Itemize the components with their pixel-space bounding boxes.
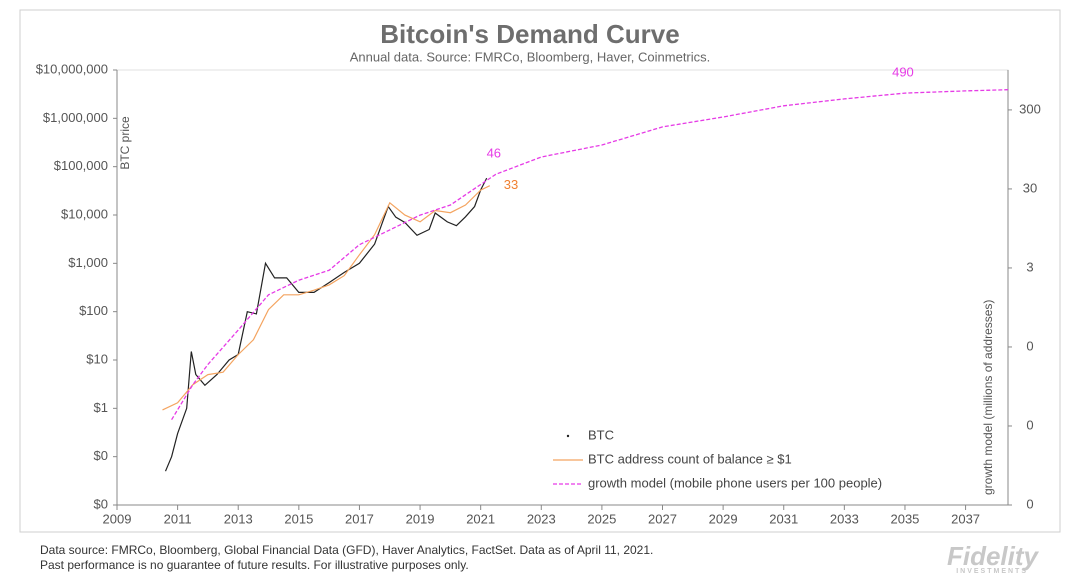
footnote: Data source: FMRCo, Bloomberg, Global Fi… [40,543,654,557]
x-tick-label: 2025 [587,511,616,526]
x-tick-label: 2033 [830,511,859,526]
series-line [162,185,491,411]
y-tick-label: $100,000 [54,158,108,173]
annotation: 46 [487,146,501,161]
y-tick-label: $0 [94,496,108,511]
y-tick-label: $1 [94,400,108,415]
legend-marker [566,434,570,438]
y2-tick-label: 300 [1019,101,1041,116]
x-tick-label: 2029 [709,511,738,526]
chart-subtitle: Annual data. Source: FMRCo, Bloomberg, H… [350,49,711,64]
y-tick-label: $0 [94,448,108,463]
x-tick-label: 2021 [466,511,495,526]
x-tick-label: 2019 [406,511,435,526]
annotation: 33 [504,177,518,192]
y-tick-label: $10 [86,351,108,366]
y2-tick-label: 0 [1026,496,1033,511]
x-tick-label: 2013 [224,511,253,526]
annotation: 490 [892,65,914,80]
y-tick-label: $1,000 [68,255,108,270]
y-tick-label: $10,000,000 [36,61,108,76]
x-tick-label: 2027 [648,511,677,526]
plot-frame [116,69,1009,506]
legend-label: BTC [588,427,614,442]
y-tick-label: $100 [79,303,108,318]
x-tick-label: 2015 [284,511,313,526]
chart-frame [19,9,1061,533]
x-tick-label: 2037 [951,511,980,526]
series-line [164,177,488,472]
x-tick-label: 2017 [345,511,374,526]
legend-label: growth model (mobile phone users per 100… [588,475,882,490]
logo-subtitle: INVESTMENTS [956,568,1028,575]
series-line [171,89,1009,421]
logo: Fidelity [946,541,1038,571]
y2-tick-label: 0 [1026,417,1033,432]
y2-tick-label: 30 [1023,180,1037,195]
legend-label: BTC address count of balance ≥ $1 [588,451,792,466]
y2-tick-label: 0 [1026,338,1033,353]
footnote: Past performance is no guarantee of futu… [40,558,469,572]
x-tick-label: 2023 [527,511,556,526]
x-tick-label: 2009 [103,511,132,526]
y-axis-label: BTC price [118,116,132,170]
chart: Bitcoin's Demand Curve Annual data. Sour… [19,9,1061,533]
x-tick-label: 2011 [164,511,192,526]
y2-axis-label: growth model (millions of addresses) [981,300,995,495]
x-tick-label: 2031 [769,511,798,526]
y-tick-label: $1,000,000 [43,110,108,125]
y-tick-label: $10,000 [61,206,108,221]
chart-title: Bitcoin's Demand Curve [380,19,679,49]
x-tick-label: 2035 [890,511,919,526]
y2-tick-label: 3 [1026,259,1033,274]
